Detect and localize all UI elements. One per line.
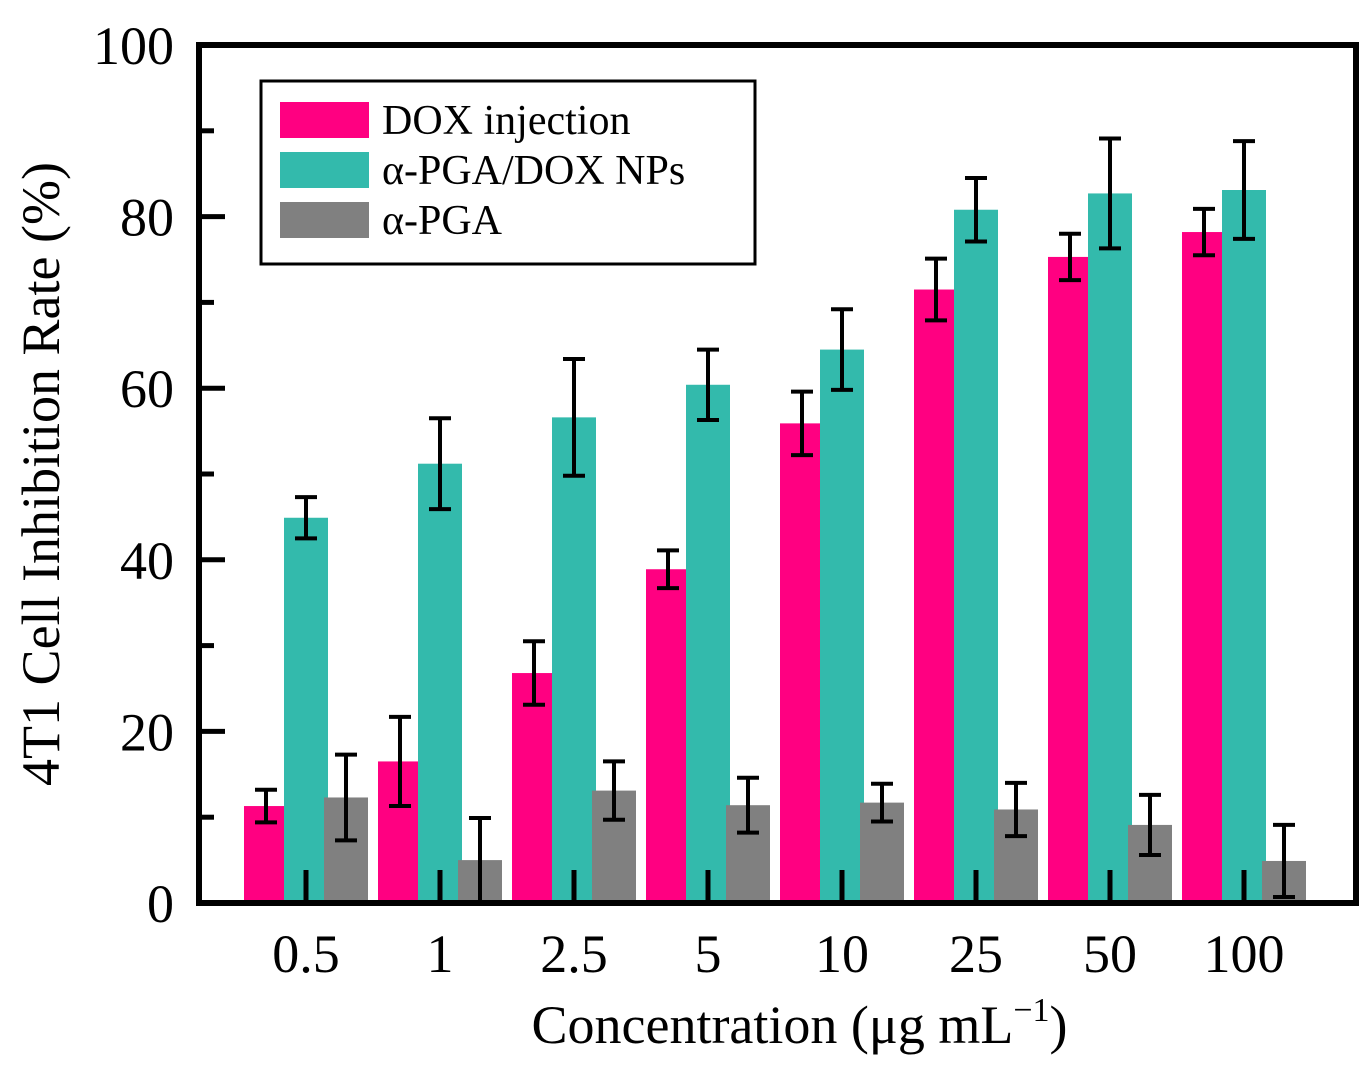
legend-swatch — [280, 102, 369, 138]
x-tick-label: 5 — [695, 924, 722, 984]
y-tick-label: 60 — [120, 359, 174, 419]
bar — [1182, 232, 1226, 903]
x-tick-label: 1 — [427, 924, 454, 984]
tick-labels-layer: 0.5 1 2.5 5 10 25 50 100 0 20 40 60 80 100 — [93, 16, 1285, 984]
x-tick-label: 2.5 — [540, 924, 608, 984]
y-tick-label: 40 — [120, 531, 174, 591]
x-axis-title-main: Concentration (μg mL — [531, 995, 1013, 1055]
x-tick-label: 0.5 — [272, 924, 340, 984]
bars-layer — [244, 190, 1306, 904]
x-axis-title-end: ) — [1050, 995, 1068, 1055]
y-tick-label: 100 — [93, 16, 174, 76]
bar — [820, 349, 864, 904]
y-axis-title: 4T1 Cell Inhibition Rate (%) — [11, 162, 71, 786]
x-tick-label: 10 — [815, 924, 869, 984]
bar — [780, 423, 824, 903]
bar — [552, 417, 596, 903]
x-axis-title: Concentration (μg mL−1) — [531, 992, 1067, 1055]
bar — [646, 569, 690, 903]
plot-area-frame — [196, 42, 1359, 906]
bar — [512, 673, 556, 903]
bar — [284, 517, 328, 903]
bar — [914, 289, 958, 903]
legend-swatch — [280, 202, 369, 238]
bar — [954, 209, 998, 904]
legend-swatch — [280, 152, 369, 188]
error-bars-layer — [255, 136, 1295, 905]
y-tick-label: 0 — [147, 874, 174, 934]
x-axis-title-superscript: −1 — [1013, 992, 1049, 1029]
bar — [1088, 193, 1132, 903]
bar — [686, 384, 730, 903]
bar — [1222, 190, 1266, 903]
x-tick-label: 50 — [1083, 924, 1137, 984]
x-tick-label: 100 — [1204, 924, 1285, 984]
bar — [418, 463, 462, 903]
bar — [1048, 256, 1092, 903]
x-tick-label: 25 — [949, 924, 1003, 984]
y-tick-label: 20 — [120, 702, 174, 762]
y-tick-label: 80 — [120, 188, 174, 248]
legend-label: DOX injection — [382, 98, 630, 144]
legend-label: α-PGA/DOX NPs — [382, 148, 685, 194]
legend-label: α-PGA — [382, 198, 503, 244]
